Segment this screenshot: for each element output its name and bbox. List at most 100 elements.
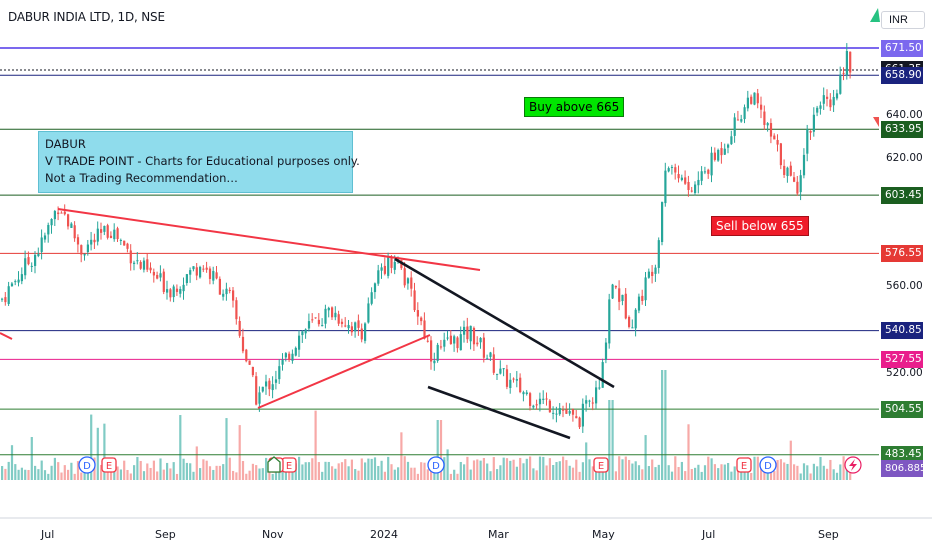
- candle-body[interactable]: [70, 223, 73, 228]
- candle-body[interactable]: [717, 149, 720, 161]
- candle-body[interactable]: [228, 289, 231, 291]
- candle-body[interactable]: [152, 271, 155, 276]
- candle-body[interactable]: [364, 323, 367, 341]
- earnings-marker-icon[interactable]: E: [101, 457, 117, 473]
- candle-body[interactable]: [344, 325, 347, 327]
- candle-body[interactable]: [578, 417, 581, 428]
- candle-body[interactable]: [169, 289, 172, 298]
- candle-body[interactable]: [199, 266, 202, 278]
- candle-body[interactable]: [740, 119, 743, 122]
- candle-body[interactable]: [123, 240, 126, 246]
- candle-body[interactable]: [779, 143, 782, 166]
- candle-body[interactable]: [113, 229, 116, 240]
- candle-body[interactable]: [786, 167, 789, 177]
- candle-body[interactable]: [469, 325, 472, 342]
- candle-body[interactable]: [690, 190, 693, 192]
- candle-body[interactable]: [142, 260, 146, 270]
- trendlines[interactable]: [0, 208, 615, 440]
- candle-body[interactable]: [710, 152, 713, 176]
- candle-body[interactable]: [420, 317, 423, 322]
- candle-body[interactable]: [822, 95, 825, 104]
- candle-body[interactable]: [34, 254, 37, 266]
- candle-body[interactable]: [80, 245, 83, 255]
- candle-body[interactable]: [133, 262, 136, 264]
- candle-body[interactable]: [604, 342, 608, 360]
- candle-body[interactable]: [548, 400, 551, 413]
- candle-body[interactable]: [129, 250, 132, 264]
- candle-body[interactable]: [849, 51, 852, 73]
- trendline-red-lower[interactable]: [257, 334, 431, 409]
- candle-body[interactable]: [819, 105, 822, 109]
- candle-body[interactable]: [545, 398, 548, 400]
- candle-body[interactable]: [829, 99, 832, 108]
- candle-body[interactable]: [96, 228, 99, 242]
- candle-body[interactable]: [763, 111, 766, 125]
- candle-body[interactable]: [443, 339, 446, 347]
- candle-body[interactable]: [73, 225, 76, 239]
- candle-body[interactable]: [591, 402, 594, 404]
- candle-body[interactable]: [195, 267, 198, 276]
- candles[interactable]: [1, 43, 852, 433]
- candle-body[interactable]: [390, 257, 393, 268]
- earnings-marker-icon[interactable]: E: [281, 457, 297, 473]
- candle-body[interactable]: [212, 271, 215, 281]
- candle-body[interactable]: [723, 148, 726, 155]
- candle-body[interactable]: [538, 398, 542, 405]
- candle-body[interactable]: [146, 259, 149, 270]
- candle-body[interactable]: [215, 272, 218, 279]
- candle-body[interactable]: [806, 129, 809, 154]
- candle-body[interactable]: [383, 265, 386, 274]
- candle-body[interactable]: [238, 320, 241, 336]
- candle-body[interactable]: [472, 327, 476, 345]
- candle-body[interactable]: [119, 239, 122, 241]
- candle-body[interactable]: [809, 130, 812, 133]
- candle-body[interactable]: [463, 326, 466, 335]
- candle-body[interactable]: [47, 224, 50, 235]
- candle-body[interactable]: [644, 277, 647, 301]
- candle-body[interactable]: [664, 170, 667, 204]
- candle-body[interactable]: [703, 171, 707, 173]
- candle-body[interactable]: [733, 117, 736, 136]
- candle-body[interactable]: [67, 214, 70, 227]
- candle-body[interactable]: [63, 211, 66, 215]
- candle-body[interactable]: [393, 261, 396, 270]
- candle-body[interactable]: [707, 169, 710, 174]
- candle-body[interactable]: [53, 211, 56, 220]
- candle-body[interactable]: [634, 309, 637, 329]
- candle-body[interactable]: [476, 342, 479, 345]
- candle-body[interactable]: [449, 335, 452, 345]
- candle-body[interactable]: [542, 398, 545, 400]
- candle-body[interactable]: [713, 152, 716, 160]
- candle-body[interactable]: [845, 50, 848, 76]
- candle-body[interactable]: [694, 184, 697, 193]
- candle-body[interactable]: [367, 303, 370, 323]
- candle-body[interactable]: [347, 324, 350, 329]
- candle-body[interactable]: [783, 165, 786, 175]
- candle-body[interactable]: [697, 179, 700, 186]
- candle-body[interactable]: [456, 337, 459, 349]
- candle-body[interactable]: [628, 316, 631, 327]
- candle-body[interactable]: [387, 256, 390, 276]
- candle-body[interactable]: [661, 202, 664, 242]
- candle-body[interactable]: [93, 239, 96, 243]
- candle-body[interactable]: [654, 267, 657, 274]
- candle-body[interactable]: [76, 237, 80, 245]
- candle-body[interactable]: [796, 181, 799, 194]
- candle-body[interactable]: [268, 380, 271, 390]
- candle-body[interactable]: [555, 413, 558, 415]
- candle-body[interactable]: [509, 379, 512, 388]
- candle-body[interactable]: [241, 336, 245, 352]
- candle-body[interactable]: [166, 289, 169, 293]
- candle-body[interactable]: [185, 274, 188, 284]
- candle-body[interactable]: [7, 286, 10, 304]
- earnings-marker-icon[interactable]: E: [593, 457, 609, 473]
- candle-body[interactable]: [802, 154, 806, 176]
- candle-body[interactable]: [522, 392, 525, 395]
- candle-body[interactable]: [189, 270, 192, 275]
- candle-body[interactable]: [743, 107, 746, 120]
- candle-body[interactable]: [139, 262, 142, 269]
- candle-body[interactable]: [298, 335, 301, 350]
- candle-body[interactable]: [251, 366, 254, 376]
- candle-body[interactable]: [552, 412, 555, 414]
